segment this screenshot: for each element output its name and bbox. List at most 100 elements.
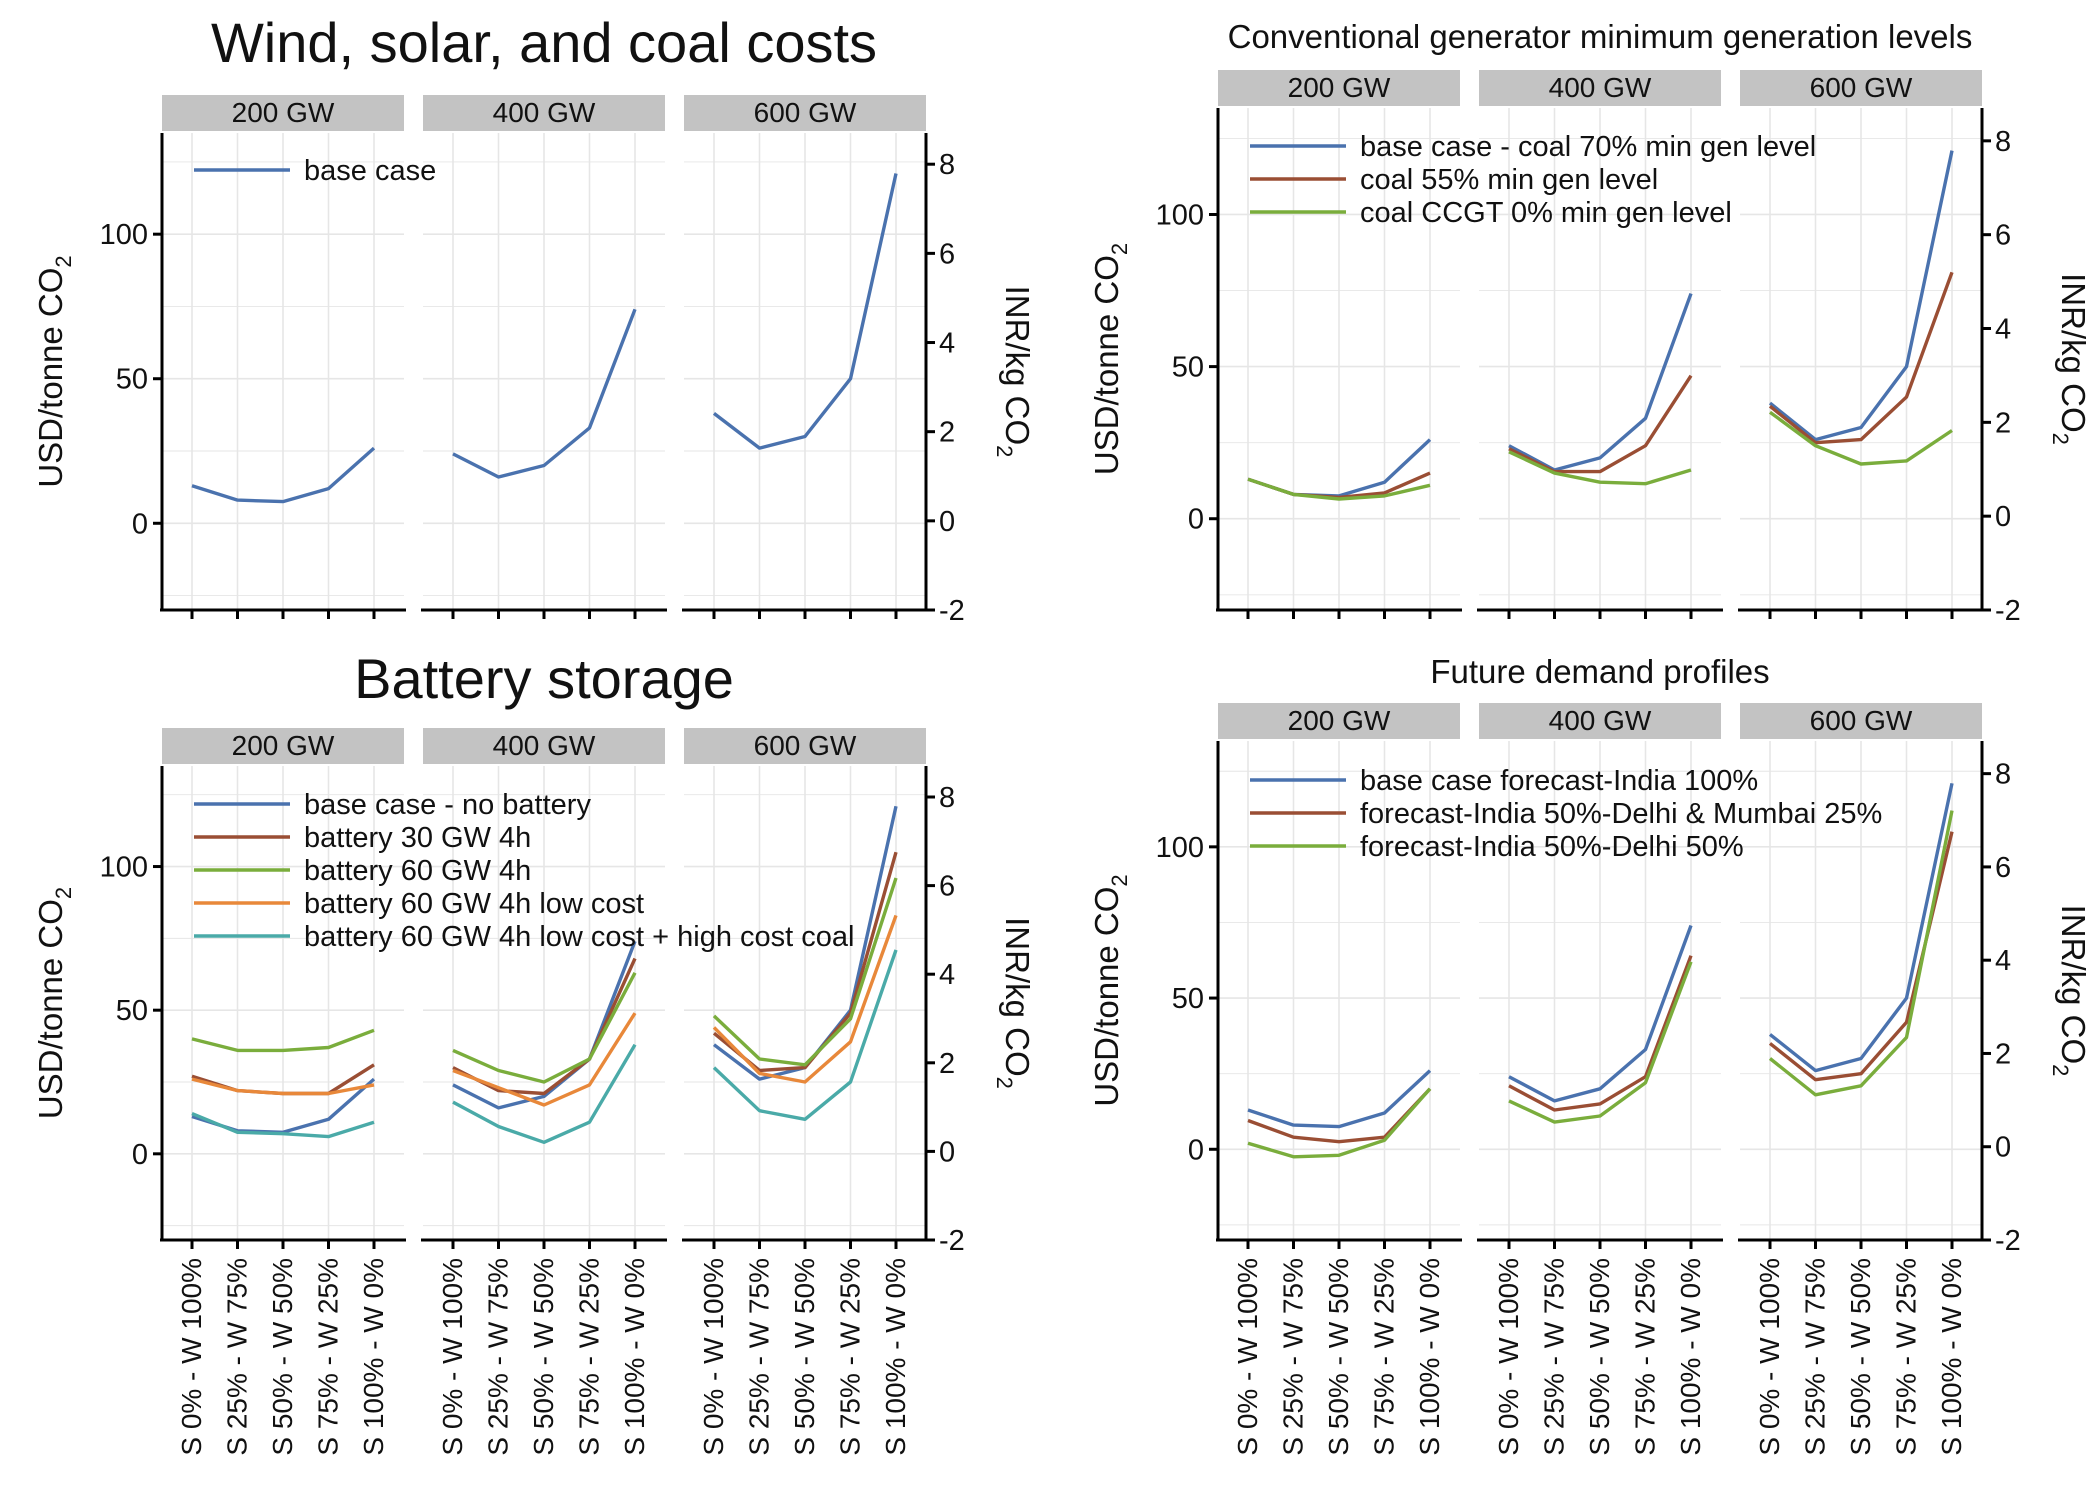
facet-strip (423, 95, 665, 131)
right-y-tick-label: -2 (1995, 1225, 2021, 1257)
right-y-tick-label: 0 (939, 1136, 955, 1168)
chart-panel-3: Battery storage 200 GW S 0% - W 100% S 25% … (32, 647, 1036, 1456)
x-tick-label: S 0% - W 100% (1493, 1258, 1524, 1456)
legend-label: battery 60 GW 4h low cost (304, 888, 644, 920)
facet-600-gw: 600 GW S 0% - W 100% S 25% - W 75% S 50% - … (1738, 703, 1984, 1456)
chart-title: Battery storage (354, 647, 734, 710)
facet-strip (1479, 703, 1721, 739)
left-y-tick-label: 0 (1188, 1134, 1204, 1166)
chart-panel-2: Conventional generator minimum generatio… (1088, 18, 2092, 627)
chart-panel-4: Future demand profiles 200 GW S 0% - W 100… (1088, 653, 2092, 1456)
series-line-3 (1247, 1087, 1432, 1159)
series-line-1 (1768, 782, 1954, 1073)
x-tick-label: S 50% - W 50% (267, 1258, 298, 1456)
series-line-1 (1247, 1069, 1432, 1129)
series-line-5 (191, 1112, 375, 1139)
legend-label: battery 60 GW 4h low cost + high cost co… (304, 921, 854, 953)
right-y-tick-label: 0 (939, 506, 955, 538)
facet-400-gw: 400 GW S 0% - W 100% S 25% - W 75% S 50% - … (1477, 703, 1723, 1456)
facet-strip (1218, 703, 1460, 739)
right-y-tick-label: 2 (1995, 407, 2011, 439)
facet-200-gw: 200 GW (160, 95, 406, 619)
series-line-3 (452, 972, 637, 1084)
legend-label: battery 30 GW 4h (304, 822, 531, 854)
facet-strip (162, 95, 404, 131)
x-tick-label: S 75% - W 25% (1369, 1258, 1400, 1456)
facet-strip-label: 400 GW (1549, 72, 1652, 103)
x-tick-label: S 0% - W 100% (437, 1258, 468, 1456)
series-line-3 (191, 1028, 375, 1053)
x-tick-label: S 0% - W 100% (1754, 1258, 1785, 1456)
facet-strip (1218, 70, 1460, 106)
facet-strip (684, 95, 926, 131)
facet-strip-label: 400 GW (1549, 705, 1652, 736)
right-y-tick-label: 8 (939, 149, 955, 181)
right-y-tick-label: 4 (1995, 945, 2011, 977)
right-y-tick-label: -2 (939, 595, 965, 627)
series-line-2 (1508, 374, 1693, 474)
chart-panel-1: Wind, solar, and coal costs 200 GW 400 GW 6… (32, 11, 1036, 627)
left-y-axis-title: USD/tonne CO2 (1088, 874, 1132, 1106)
series-line-5 (452, 1043, 637, 1145)
left-y-tick-label: 100 (100, 852, 148, 884)
series-line-3 (1247, 477, 1431, 501)
right-y-tick-label: 6 (1995, 852, 2011, 884)
facet-strip (423, 728, 665, 764)
right-y-axis-title: INR/kg CO2 (2048, 273, 2092, 445)
right-y-tick-label: 4 (1995, 314, 2011, 346)
facet-400-gw: 400 GW (421, 95, 667, 619)
legend-label: coal CCGT 0% min gen level (1360, 197, 1732, 229)
legend-label: base case forecast-India 100% (1360, 765, 1758, 797)
facet-400-gw: 400 GW (1477, 70, 1723, 619)
facet-strip (162, 728, 404, 764)
series-line-1 (452, 308, 637, 479)
x-tick-label: S 100% - W 0% (880, 1258, 911, 1456)
series-line-4 (191, 1077, 375, 1096)
right-y-tick-label: 8 (1995, 759, 2011, 791)
legend: base case (194, 155, 436, 187)
x-tick-label: S 0% - W 100% (176, 1258, 207, 1456)
x-tick-label: S 50% - W 50% (789, 1258, 820, 1456)
x-tick-label: S 100% - W 0% (1414, 1258, 1445, 1456)
facet-400-gw: 400 GW S 0% - W 100% S 25% - W 75% S 50% - … (421, 728, 667, 1456)
legend: base case forecast-India 100% forecast-In… (1250, 765, 1882, 863)
x-tick-label: S 100% - W 0% (1936, 1258, 1967, 1456)
x-tick-label: S 0% - W 100% (1232, 1258, 1263, 1456)
left-y-tick-label: 50 (1172, 983, 1204, 1015)
right-y-tick-label: 4 (939, 959, 955, 991)
x-tick-label: S 25% - W 75% (1800, 1258, 1831, 1456)
series-line-5 (712, 949, 898, 1122)
right-y-axis-title: INR/kg CO2 (992, 286, 1036, 458)
right-y-tick-label: 6 (1995, 220, 2011, 252)
x-tick-label: S 100% - W 0% (619, 1258, 650, 1456)
right-y-tick-label: 4 (939, 328, 955, 360)
right-y-tick-label: 8 (1995, 126, 2011, 158)
x-tick-label: S 75% - W 25% (1891, 1258, 1922, 1456)
facet-strip-label: 200 GW (1288, 72, 1391, 103)
right-y-tick-label: 2 (939, 417, 955, 449)
x-tick-label: S 25% - W 75% (483, 1258, 514, 1456)
series-line-1 (712, 173, 898, 450)
right-y-tick-label: 6 (939, 238, 955, 270)
left-y-tick-label: 50 (116, 995, 148, 1027)
legend-label: forecast-India 50%-Delhi 50% (1360, 831, 1744, 863)
series-line-1 (191, 446, 376, 504)
x-tick-label: S 25% - W 75% (222, 1258, 253, 1456)
right-y-tick-label: -2 (939, 1225, 965, 1257)
right-y-tick-label: 0 (1995, 501, 2011, 533)
legend-label: base case - coal 70% min gen level (1360, 131, 1816, 163)
right-y-tick-label: 0 (1995, 1132, 2011, 1164)
facet-strip (1740, 703, 1982, 739)
series-line-1 (1508, 924, 1693, 1103)
x-tick-label: S 75% - W 25% (574, 1258, 605, 1456)
left-y-tick-label: 0 (132, 1139, 148, 1171)
legend-label: coal 55% min gen level (1360, 164, 1658, 196)
facet-strip-label: 600 GW (754, 97, 857, 128)
facet-600-gw: 600 GW S 0% - W 100% S 25% - W 75% S 50% - … (682, 728, 928, 1456)
left-y-tick-label: 100 (1156, 832, 1204, 864)
facet-strip-label: 200 GW (1288, 705, 1391, 736)
series-line-3 (1508, 961, 1693, 1124)
left-y-axis-title: USD/tonne CO2 (1088, 243, 1132, 475)
